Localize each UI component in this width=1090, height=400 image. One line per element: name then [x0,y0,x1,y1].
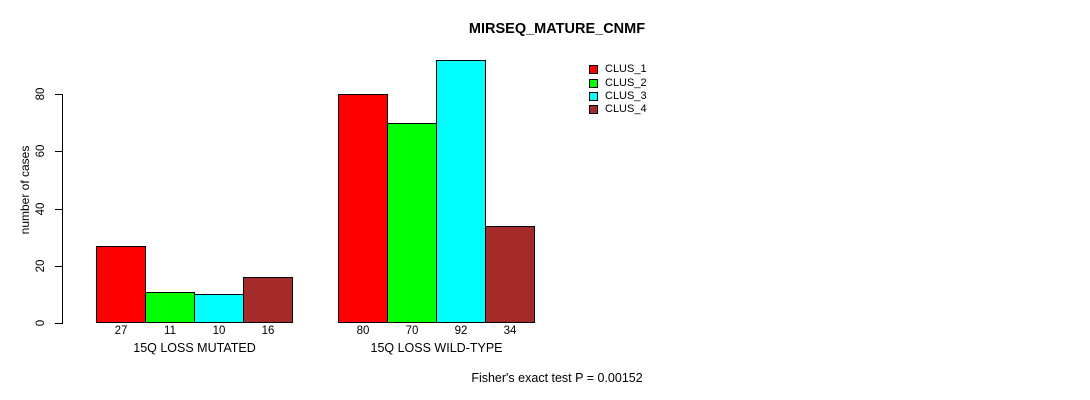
y-axis-tick [55,265,62,267]
category-label: 15Q LOSS WILD-TYPE [370,341,503,355]
legend-swatch [589,105,598,115]
stat-test-caption: Fisher's exact test P = 0.00152 [471,371,643,385]
bar-value-label: 92 [454,325,468,337]
legend-label: CLUS_3 [605,89,647,102]
legend-item: CLUS_2 [589,76,647,89]
bar-value-label: 16 [261,325,275,337]
legend-swatch [589,65,598,75]
bar [96,246,146,323]
y-axis-tick-label: 60 [35,144,47,158]
bar [338,94,388,323]
y-axis-tick [55,323,62,324]
bar [387,123,437,323]
bar-value-label: 80 [356,325,370,337]
y-axis-tick-label: 40 [35,202,47,215]
legend-label: CLUS_2 [605,76,647,89]
bar [243,277,293,323]
bar-value-label: 34 [503,325,517,337]
legend: CLUS_1 CLUS_2 CLUS_3 CLUS_4 [589,63,647,117]
legend-swatch [589,78,598,88]
bar [485,226,535,323]
legend-swatch [589,91,598,101]
y-axis-label: number of cases [18,145,32,235]
y-axis-tick-label: 20 [35,259,47,273]
y-axis-tick [55,151,62,153]
legend-item: CLUS_1 [589,63,647,76]
bar [194,294,244,323]
bar-value-label: 10 [212,325,226,337]
bar [436,60,486,323]
legend-label: CLUS_1 [605,63,647,76]
bar [145,292,195,323]
bar-value-label: 11 [164,325,176,337]
chart-title: MIRSEQ_MATURE_CNMF [468,21,646,37]
bar-value-label: 27 [114,325,128,337]
legend-item: CLUS_3 [589,90,647,103]
y-axis-tick-label: 80 [35,87,47,101]
bar-value-label: 70 [405,325,419,337]
y-axis-tick-label: 0 [35,319,47,327]
legend-label: CLUS_4 [605,103,647,116]
category-label: 15Q LOSS MUTATED [133,341,256,355]
legend-item: CLUS_4 [589,103,647,116]
y-axis-tick [55,94,62,95]
y-axis-tick [55,208,62,210]
y-axis-line [62,94,63,324]
